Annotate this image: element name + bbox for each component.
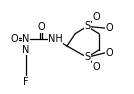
Text: NH: NH (48, 34, 63, 44)
Text: O: O (37, 22, 45, 32)
Text: O: O (93, 62, 100, 72)
Text: N: N (22, 34, 30, 44)
Text: O: O (106, 48, 113, 58)
Text: S: S (84, 52, 90, 62)
Text: O: O (11, 34, 18, 44)
Text: F: F (23, 77, 29, 87)
Text: O: O (93, 12, 100, 22)
Text: O: O (106, 23, 113, 33)
Text: S: S (84, 21, 90, 31)
Text: N: N (22, 45, 30, 55)
